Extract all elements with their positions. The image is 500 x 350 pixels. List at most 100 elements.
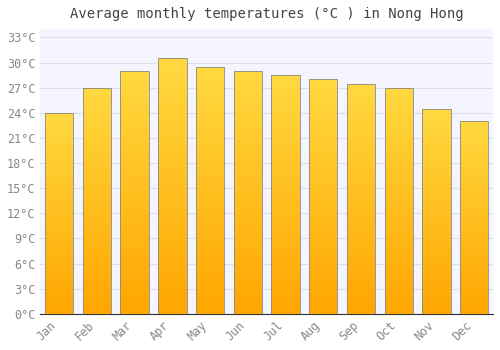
Bar (272, 273, 299, 276)
Bar (158, 81, 186, 84)
Bar (45, 133, 74, 135)
Bar (422, 219, 450, 222)
Bar (460, 206, 488, 208)
Bar (120, 107, 149, 110)
Bar (347, 304, 375, 307)
Bar (83, 280, 111, 282)
Bar (158, 245, 186, 247)
Bar (120, 129, 149, 132)
Bar (120, 256, 149, 258)
Bar (120, 229, 149, 231)
Bar (196, 262, 224, 265)
Bar (83, 99, 111, 101)
Bar (120, 207, 149, 209)
Bar (272, 202, 299, 204)
Bar (83, 205, 111, 208)
Bar (158, 171, 186, 173)
Bar (120, 292, 149, 294)
Bar (83, 244, 111, 246)
Bar (422, 174, 450, 176)
Bar (83, 305, 111, 307)
Bar (196, 312, 224, 314)
Bar (347, 95, 375, 97)
Bar (460, 139, 488, 140)
Bar (234, 224, 262, 226)
Bar (272, 211, 299, 213)
Bar (234, 226, 262, 229)
Bar (234, 98, 262, 100)
Bar (422, 187, 450, 189)
Bar (309, 98, 338, 100)
Bar (309, 253, 338, 255)
Bar (460, 262, 488, 264)
Bar (422, 267, 450, 269)
Bar (83, 144, 111, 147)
Bar (460, 150, 488, 152)
Bar (120, 98, 149, 100)
Bar (158, 58, 186, 314)
Bar (272, 276, 299, 278)
Bar (460, 272, 488, 273)
Bar (120, 156, 149, 159)
Bar (196, 111, 224, 114)
Bar (196, 126, 224, 128)
Bar (309, 135, 338, 138)
Bar (83, 246, 111, 248)
Bar (309, 237, 338, 239)
Bar (309, 255, 338, 258)
Bar (384, 287, 413, 289)
Bar (45, 197, 74, 199)
Bar (45, 187, 74, 189)
Bar (272, 173, 299, 175)
Bar (309, 234, 338, 237)
Bar (120, 204, 149, 207)
Bar (422, 121, 450, 123)
Bar (234, 309, 262, 312)
Bar (347, 109, 375, 111)
Bar (272, 108, 299, 111)
Bar (347, 125, 375, 127)
Bar (120, 309, 149, 312)
Bar (384, 221, 413, 223)
Bar (309, 218, 338, 220)
Bar (158, 296, 186, 299)
Bar (347, 268, 375, 270)
Bar (196, 228, 224, 230)
Bar (83, 307, 111, 309)
Bar (460, 125, 488, 127)
Bar (347, 111, 375, 113)
Bar (45, 185, 74, 187)
Bar (45, 119, 74, 121)
Bar (272, 140, 299, 142)
Bar (272, 75, 299, 314)
Bar (384, 237, 413, 239)
Bar (158, 89, 186, 92)
Bar (120, 234, 149, 236)
Bar (158, 158, 186, 161)
Bar (158, 161, 186, 163)
Bar (384, 119, 413, 122)
Bar (422, 254, 450, 257)
Bar (422, 265, 450, 267)
Bar (234, 124, 262, 127)
Bar (422, 295, 450, 298)
Bar (384, 285, 413, 287)
Bar (45, 127, 74, 129)
Bar (120, 136, 149, 139)
Bar (158, 291, 186, 293)
Bar (460, 135, 488, 136)
Bar (460, 289, 488, 291)
Bar (45, 129, 74, 131)
Bar (120, 188, 149, 190)
Bar (460, 295, 488, 296)
Bar (196, 141, 224, 144)
Bar (460, 293, 488, 295)
Bar (460, 121, 488, 314)
Bar (384, 90, 413, 92)
Bar (158, 97, 186, 99)
Bar (120, 74, 149, 76)
Bar (234, 163, 262, 166)
Bar (347, 102, 375, 104)
Bar (83, 90, 111, 92)
Bar (158, 69, 186, 71)
